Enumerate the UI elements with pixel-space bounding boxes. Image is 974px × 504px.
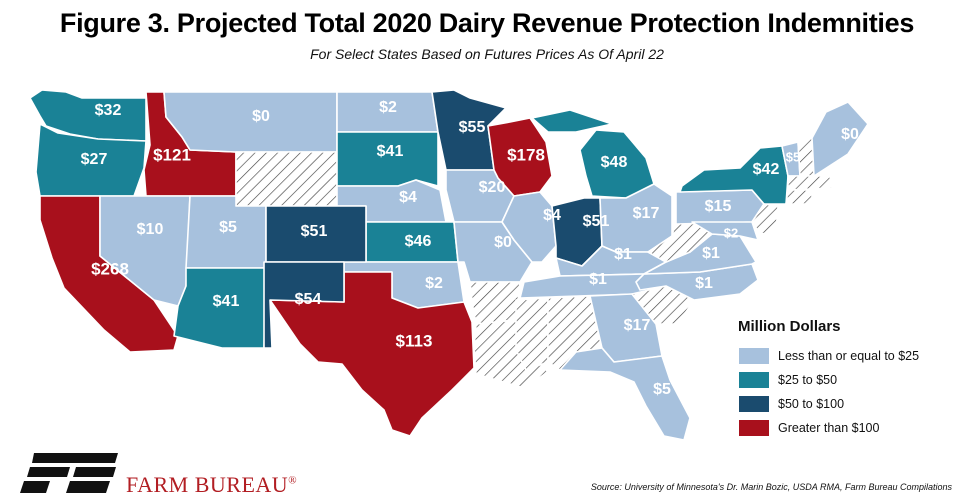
legend-swatch-high [738, 395, 770, 413]
state-value-tx: $113 [396, 331, 433, 350]
state-nj [751, 203, 779, 235]
state-wi [487, 117, 553, 197]
state-value-ne: $4 [399, 189, 417, 206]
legend-swatch-top [738, 419, 770, 437]
state-value-ok: $2 [425, 275, 443, 292]
state-value-or: $27 [81, 151, 108, 168]
state-value-sd: $41 [377, 143, 404, 160]
legend-label-top: Greater than $100 [778, 421, 880, 435]
state-value-nd: $2 [379, 99, 397, 116]
state-value-ca: $268 [91, 259, 129, 278]
state-ct [785, 189, 813, 205]
chart-subtitle: For Select States Based on Futures Price… [310, 46, 664, 62]
state-value-me: $0 [841, 126, 859, 143]
state-value-pa: $15 [705, 198, 732, 215]
state-value-wa: $32 [95, 102, 122, 119]
state-nm [263, 261, 345, 349]
state-value-ks: $46 [405, 233, 432, 250]
state-value-nm: $54 [295, 291, 322, 308]
state-value-mt: $0 [252, 108, 270, 125]
legend-swatch-low [738, 347, 770, 365]
source-note: Source: University of Minnesota's Dr. Ma… [590, 482, 952, 492]
state-value-oh: $17 [633, 205, 660, 222]
legend-title: Million Dollars [738, 318, 841, 335]
state-value-mo: $0 [494, 234, 512, 251]
farm-bureau-logo-icon [20, 453, 118, 493]
legend-label-high: $50 to $100 [778, 397, 845, 411]
registered-mark: ® [288, 474, 298, 487]
state-value-fl: $5 [653, 381, 671, 398]
state-value-vt: $5 [786, 149, 800, 164]
organization-name: FARM BUREAU® [126, 472, 297, 498]
state-wa [29, 89, 147, 142]
state-value-ny: $42 [753, 161, 780, 178]
legend-item-top: Greater than $100 [738, 417, 919, 439]
chart-title: Figure 3. Projected Total 2020 Dairy Rev… [59, 8, 915, 38]
state-value-mn: $55 [459, 119, 486, 136]
legend-item-mid: $25 to $50 [738, 369, 919, 391]
state-tx [269, 271, 475, 437]
legend: Million Dollars Less than or equal to $2… [738, 318, 919, 441]
state-value-mi: $48 [601, 154, 628, 171]
state-mt [163, 91, 338, 153]
state-ma [787, 175, 833, 191]
state-md [691, 221, 759, 241]
state-ar [469, 281, 521, 325]
legend-swatch-mid [738, 371, 770, 389]
legend-label-low: Less than or equal to $25 [778, 349, 920, 363]
legend-item-low: Less than or equal to $25 [738, 345, 919, 367]
state-value-nc: $1 [695, 275, 713, 292]
state-value-co: $51 [301, 223, 328, 240]
state-value-ia: $20 [479, 179, 506, 196]
state-value-ut: $5 [219, 219, 237, 236]
state-wy [235, 151, 338, 207]
state-value-az: $41 [213, 293, 240, 310]
state-me [811, 101, 869, 177]
state-mi [531, 109, 655, 199]
state-co [265, 205, 367, 263]
state-value-wi: $178 [507, 145, 545, 164]
state-value-in: $51 [583, 213, 610, 230]
state-value-ky: $1 [614, 246, 632, 263]
state-value-nv: $10 [137, 221, 164, 238]
state-value-il: $4 [543, 207, 561, 224]
legend-label-mid: $25 to $50 [778, 373, 838, 387]
state-fl [559, 347, 691, 441]
state-ms [515, 297, 549, 371]
legend-item-high: $50 to $100 [738, 393, 919, 415]
state-value-va: $1 [702, 245, 720, 262]
state-value-id: $121 [153, 145, 191, 164]
state-value-ga: $17 [624, 317, 651, 334]
state-il [501, 191, 557, 263]
state-value-md: $2 [724, 225, 738, 240]
state-value-tn: $1 [589, 271, 607, 288]
organization-name-text: FARM BUREAU [126, 472, 289, 497]
